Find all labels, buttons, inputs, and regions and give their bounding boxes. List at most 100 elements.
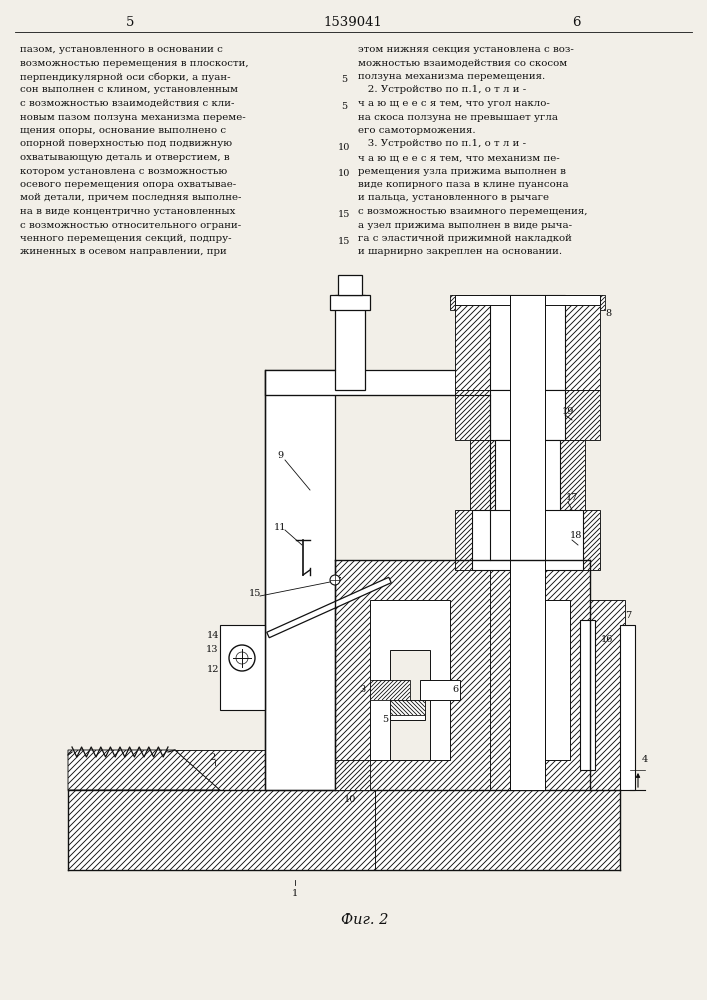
Text: 2. Устройство по п.1, о т л и -: 2. Устройство по п.1, о т л и - [358, 86, 526, 95]
Polygon shape [338, 275, 362, 295]
Polygon shape [495, 440, 560, 560]
Text: Фиг. 2: Фиг. 2 [341, 913, 389, 927]
Polygon shape [267, 577, 391, 638]
Polygon shape [620, 625, 635, 790]
Text: 10: 10 [338, 142, 350, 151]
Polygon shape [335, 760, 370, 790]
Text: ремещения узла прижима выполнен в: ремещения узла прижима выполнен в [358, 166, 566, 176]
Text: ползуна механизма перемещения.: ползуна механизма перемещения. [358, 72, 545, 81]
Text: 6: 6 [452, 686, 458, 694]
Text: на в виде концентрично установленных: на в виде концентрично установленных [20, 207, 235, 216]
Text: жиненных в осевом направлении, при: жиненных в осевом направлении, при [20, 247, 227, 256]
Polygon shape [335, 560, 490, 790]
Polygon shape [510, 600, 570, 760]
Text: 15: 15 [338, 237, 350, 246]
Text: га с эластичной прижимной накладкой: га с эластичной прижимной накладкой [358, 234, 572, 243]
Text: 10: 10 [338, 169, 350, 178]
Text: 17: 17 [566, 493, 578, 502]
Polygon shape [370, 680, 410, 700]
Text: 5: 5 [382, 716, 388, 724]
Polygon shape [455, 295, 600, 305]
Polygon shape [565, 390, 600, 440]
Text: котором установлена с возможностью: котором установлена с возможностью [20, 166, 227, 176]
Text: 7: 7 [625, 610, 631, 619]
Polygon shape [220, 625, 265, 710]
Polygon shape [490, 295, 565, 390]
Text: 15: 15 [249, 588, 261, 597]
Polygon shape [470, 440, 495, 560]
Text: 5: 5 [341, 75, 347, 84]
Polygon shape [375, 790, 620, 870]
Polygon shape [450, 295, 455, 310]
Text: этом нижняя секция установлена с воз-: этом нижняя секция установлена с воз- [358, 45, 574, 54]
Text: 16: 16 [601, 636, 613, 645]
Text: 19: 19 [562, 406, 574, 416]
Polygon shape [600, 295, 605, 310]
Text: можностью взаимодействия со скосом: можностью взаимодействия со скосом [358, 58, 567, 68]
Polygon shape [490, 560, 590, 790]
Text: с возможностью взаимодействия с кли-: с возможностью взаимодействия с кли- [20, 99, 235, 108]
Text: на скоса ползуна не превышает угла: на скоса ползуна не превышает угла [358, 112, 558, 121]
Polygon shape [175, 750, 265, 790]
Polygon shape [390, 700, 425, 720]
Polygon shape [490, 390, 565, 440]
Text: 9: 9 [277, 452, 283, 460]
Text: 18: 18 [570, 532, 582, 540]
Polygon shape [580, 620, 595, 770]
Text: 6: 6 [572, 15, 580, 28]
Text: 3. Устройство по п.1, о т л и -: 3. Устройство по п.1, о т л и - [358, 139, 526, 148]
Text: с возможностью относительного ограни-: с возможностью относительного ограни- [20, 221, 241, 230]
Polygon shape [472, 510, 583, 570]
Polygon shape [455, 510, 472, 570]
Polygon shape [68, 750, 220, 790]
Text: охватывающую деталь и отверстием, в: охватывающую деталь и отверстием, в [20, 153, 230, 162]
Text: с возможностью взаимного перемещения,: с возможностью взаимного перемещения, [358, 207, 588, 216]
Text: осевого перемещения опора охватывае-: осевого перемещения опора охватывае- [20, 180, 236, 189]
Text: мой детали, причем последняя выполне-: мой детали, причем последняя выполне- [20, 194, 242, 202]
Text: виде копирного паза в клине пуансона: виде копирного паза в клине пуансона [358, 180, 568, 189]
Text: пазом, установленного в основании с: пазом, установленного в основании с [20, 45, 223, 54]
Text: 12: 12 [206, 666, 219, 674]
Text: возможностью перемещения в плоскости,: возможностью перемещения в плоскости, [20, 58, 249, 68]
Text: перпендикулярной оси сборки, а пуан-: перпендикулярной оси сборки, а пуан- [20, 72, 230, 82]
Text: и пальца, установленного в рычаге: и пальца, установленного в рычаге [358, 194, 549, 202]
Polygon shape [68, 790, 375, 870]
Text: щения опоры, основание выполнено с: щения опоры, основание выполнено с [20, 126, 226, 135]
Polygon shape [370, 600, 450, 760]
Text: ч а ю щ е е с я тем, что механизм пе-: ч а ю щ е е с я тем, что механизм пе- [358, 153, 560, 162]
Circle shape [229, 645, 255, 671]
Text: 14: 14 [206, 632, 219, 641]
Circle shape [330, 575, 340, 585]
Polygon shape [335, 295, 365, 390]
Polygon shape [455, 295, 490, 390]
Text: а узел прижима выполнен в виде рыча-: а узел прижима выполнен в виде рыча- [358, 221, 572, 230]
Polygon shape [420, 680, 460, 700]
Text: 1: 1 [292, 888, 298, 898]
Text: 1539041: 1539041 [324, 15, 382, 28]
Text: 11: 11 [274, 522, 286, 532]
Text: 5: 5 [341, 102, 347, 111]
Polygon shape [565, 295, 600, 390]
Text: 8: 8 [605, 308, 611, 318]
Text: 15: 15 [338, 210, 350, 219]
Polygon shape [590, 600, 625, 790]
Polygon shape [390, 650, 430, 760]
Polygon shape [510, 295, 545, 790]
Text: ченного перемещения секций, подпру-: ченного перемещения секций, подпру- [20, 234, 232, 243]
Text: 13: 13 [206, 646, 218, 654]
Text: новым пазом ползуна механизма переме-: новым пазом ползуна механизма переме- [20, 112, 246, 121]
Polygon shape [265, 370, 335, 790]
Text: опорной поверхностью под подвижную: опорной поверхностью под подвижную [20, 139, 232, 148]
Polygon shape [390, 700, 425, 715]
Text: 2: 2 [210, 752, 216, 762]
Text: 3: 3 [359, 686, 365, 694]
Polygon shape [455, 390, 490, 440]
Polygon shape [560, 440, 585, 560]
Text: и шарнирно закреплен на основании.: и шарнирно закреплен на основании. [358, 247, 562, 256]
Text: 10: 10 [344, 796, 356, 804]
Text: сон выполнен с клином, установленным: сон выполнен с клином, установленным [20, 86, 238, 95]
Text: 5: 5 [126, 15, 134, 28]
Text: ч а ю щ е е с я тем, что угол накло-: ч а ю щ е е с я тем, что угол накло- [358, 99, 550, 108]
Polygon shape [265, 370, 490, 395]
Polygon shape [330, 295, 370, 310]
